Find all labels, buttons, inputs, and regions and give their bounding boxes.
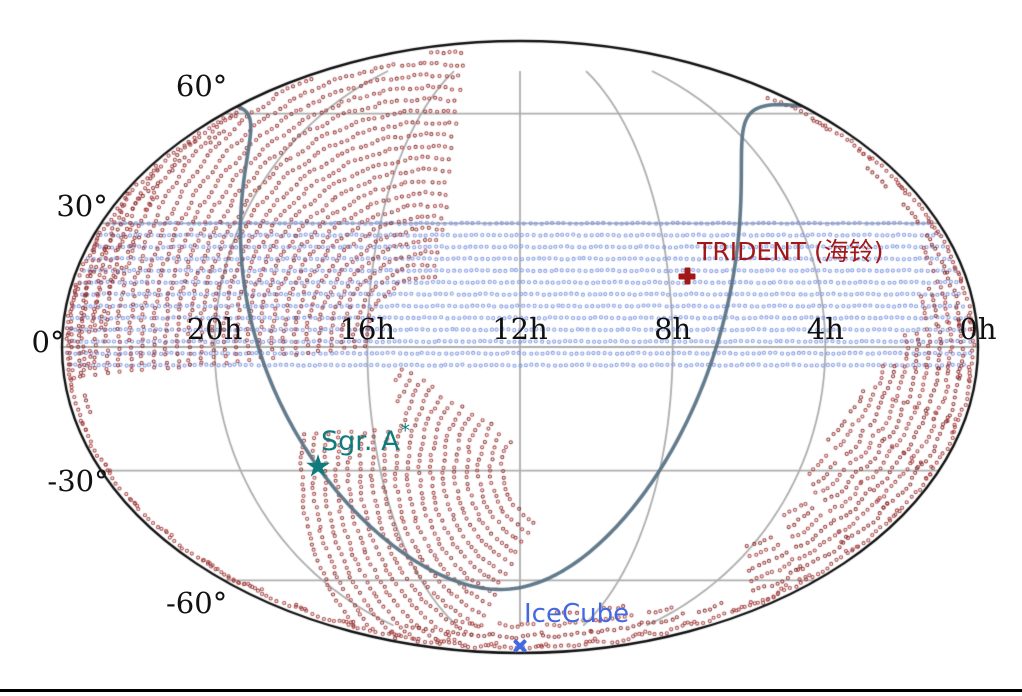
dec-tick-label-m60: -60° [166,586,228,621]
sgr-a-label: Sgr. A* [321,419,410,457]
sgr-a-label-asterisk: * [400,419,410,442]
ra-tick-label-8h: 8h [654,312,692,346]
trident-plus-icon [684,267,691,285]
ra-tick-label-12h: 12h [492,312,548,346]
ra-tick-label-0h: 0h [959,312,997,346]
sgr-a-label-text: Sgr. A [321,425,400,457]
figure-bottom-rule [0,689,1022,692]
trident-marker [678,267,696,285]
dec-tick-label-30: 30° [56,189,108,224]
sgr-a-star-icon: ★ [304,448,332,485]
ra-tick-label-4h: 4h [806,312,844,346]
ra-tick-label-16h: 16h [339,312,396,346]
icecube-label: IceCube [524,599,630,630]
ra-tick-label-20h: 20h [186,312,243,346]
trident-label: TRIDENT (海铃) [697,237,884,267]
dec-tick-label-60: 60° [175,68,228,103]
dec-tick-label-m30: -30° [47,463,109,498]
icecube-x-icon [512,638,528,654]
dec-tick-label-0: 0° [31,325,65,359]
